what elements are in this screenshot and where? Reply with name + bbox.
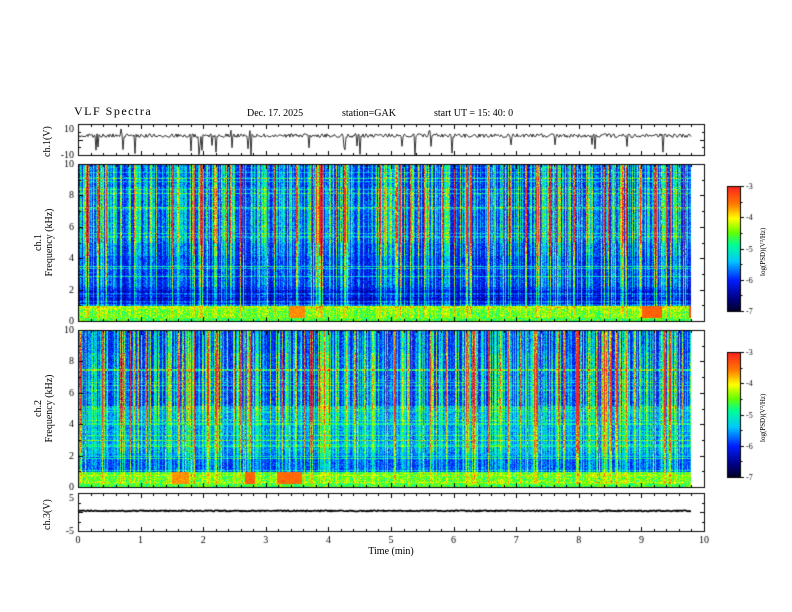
ch1-spec-axis-label-line1: ch.1 <box>33 234 44 251</box>
page-title: VLF Spectra <box>74 104 153 118</box>
ch1-spec-axis-label: ch.1 Frequency (kHz) <box>33 164 55 321</box>
ch3-voltage-axis-label: ch.3(V) <box>42 499 53 530</box>
ch1-voltage-axis-label: ch.1(V) <box>42 126 53 157</box>
ch2-spec-axis-label-line1: ch.2 <box>33 400 44 417</box>
ch2-spec-axis-label-line2: Frequency (kHz) <box>44 374 55 443</box>
start-ut-label: start UT = 15: 40: 0 <box>434 108 514 119</box>
ch2-spec-axis-label: ch.2 Frequency (kHz) <box>33 330 55 487</box>
colorbar-label-ch2: log(PSD)(V²/Hz) <box>759 393 767 442</box>
colorbar-label-ch1: log(PSD)(V²/Hz) <box>759 227 767 276</box>
date-label: Dec. 17. 2025 <box>247 108 304 119</box>
time-axis-label: Time (min) <box>368 546 414 557</box>
station-label: station=GAK <box>342 108 396 119</box>
ch1-spec-axis-label-line2: Frequency (kHz) <box>44 208 55 277</box>
